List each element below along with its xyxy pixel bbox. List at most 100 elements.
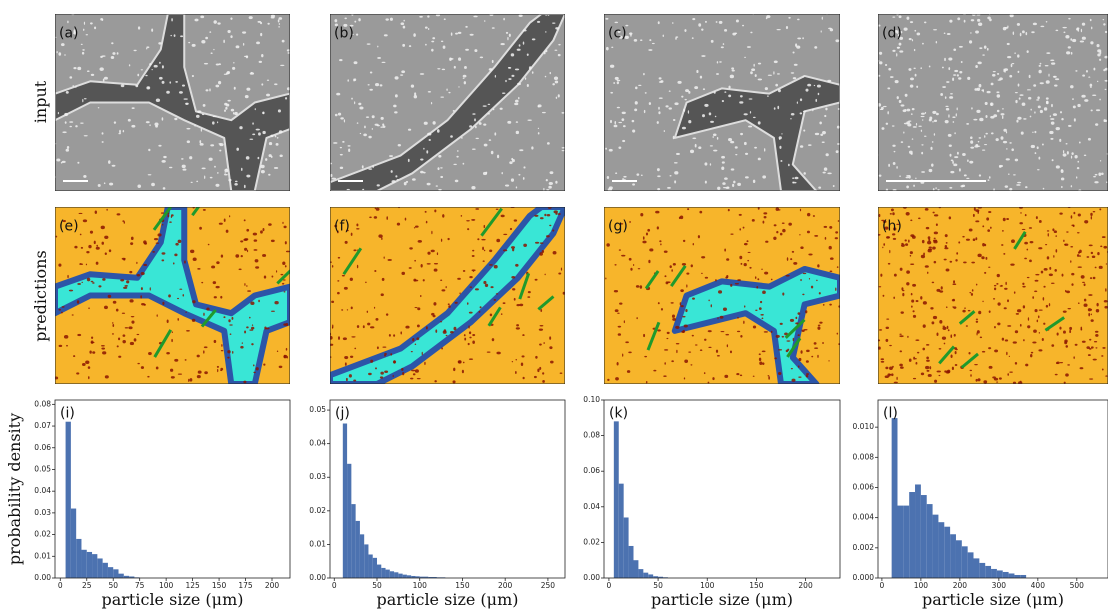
particle — [679, 215, 684, 220]
particle — [282, 279, 286, 281]
particle — [1052, 75, 1057, 78]
particle — [1048, 273, 1053, 277]
particle — [151, 69, 153, 71]
needle-phase — [1013, 231, 1027, 250]
particle — [394, 111, 398, 114]
x-tick-label: 0 — [58, 581, 63, 590]
y-tick-label: 0.004 — [853, 513, 875, 522]
particle — [731, 69, 735, 72]
particle — [283, 225, 287, 229]
particle — [698, 23, 702, 27]
y-tick-label: 0.05 — [309, 405, 326, 414]
bar — [623, 517, 629, 578]
particle — [921, 119, 924, 121]
particle — [899, 175, 901, 178]
particle — [440, 40, 444, 43]
particle — [203, 350, 205, 354]
particle — [757, 157, 761, 161]
particle — [805, 310, 808, 314]
particle — [260, 230, 263, 234]
particle — [517, 82, 521, 86]
particle — [1038, 220, 1042, 223]
particle — [202, 209, 206, 211]
particle — [672, 119, 676, 122]
particle — [223, 73, 228, 75]
particle — [1080, 28, 1083, 33]
particle — [896, 53, 898, 57]
particle — [543, 51, 546, 55]
particle — [1050, 137, 1054, 140]
particle — [232, 111, 235, 115]
particle — [339, 146, 342, 149]
particle — [423, 147, 425, 150]
particle — [330, 162, 333, 165]
particle — [55, 235, 58, 238]
particle — [1099, 98, 1101, 101]
particle — [58, 308, 62, 311]
particle — [1069, 326, 1073, 330]
particle — [1054, 373, 1058, 376]
particle — [519, 149, 524, 152]
particle — [899, 350, 903, 353]
particle — [885, 366, 889, 370]
particle — [212, 121, 215, 125]
particle — [622, 353, 624, 357]
particle — [458, 57, 462, 61]
particle — [910, 113, 913, 116]
particle — [351, 336, 356, 338]
bar — [932, 514, 939, 578]
particle — [285, 97, 288, 100]
particle — [143, 303, 146, 306]
particle — [987, 229, 991, 232]
particle — [947, 133, 952, 137]
particle — [789, 318, 795, 322]
plot-area — [55, 400, 290, 578]
particle — [386, 216, 388, 220]
particle — [732, 183, 735, 188]
particle — [616, 362, 619, 366]
particle — [728, 94, 732, 98]
particle — [1086, 256, 1090, 258]
x-tick-label: 50 — [372, 581, 382, 590]
particle — [948, 67, 951, 71]
particle — [218, 222, 223, 225]
particle — [146, 86, 151, 90]
particle — [726, 258, 730, 261]
particle — [933, 133, 936, 136]
particle — [228, 319, 231, 323]
particle — [1017, 70, 1020, 74]
particle — [984, 243, 987, 247]
particle — [172, 262, 175, 265]
particle — [1070, 38, 1073, 41]
particle — [956, 74, 959, 77]
particle — [90, 73, 95, 76]
particle — [146, 46, 150, 49]
particle — [490, 286, 494, 289]
particle — [200, 128, 203, 132]
particle — [916, 32, 921, 36]
particle — [655, 210, 660, 214]
needle-phase — [537, 295, 555, 311]
particle — [408, 267, 412, 269]
particle — [414, 306, 418, 309]
particle — [281, 282, 285, 285]
particle — [182, 168, 187, 171]
particle — [557, 53, 561, 57]
particle — [393, 360, 396, 364]
particle — [986, 90, 991, 94]
particle — [974, 364, 978, 366]
particle — [472, 148, 476, 150]
particle — [188, 378, 190, 383]
particle — [892, 237, 897, 240]
particle — [1090, 346, 1094, 349]
x-tick-label: 100 — [914, 581, 929, 590]
particle — [140, 295, 142, 299]
particle — [915, 177, 917, 180]
particle — [1008, 173, 1010, 175]
particle — [278, 365, 283, 369]
segmentation: (h) — [878, 207, 1108, 384]
particle — [774, 357, 777, 360]
particle — [410, 351, 413, 353]
particle — [520, 362, 524, 367]
particle — [621, 111, 626, 115]
